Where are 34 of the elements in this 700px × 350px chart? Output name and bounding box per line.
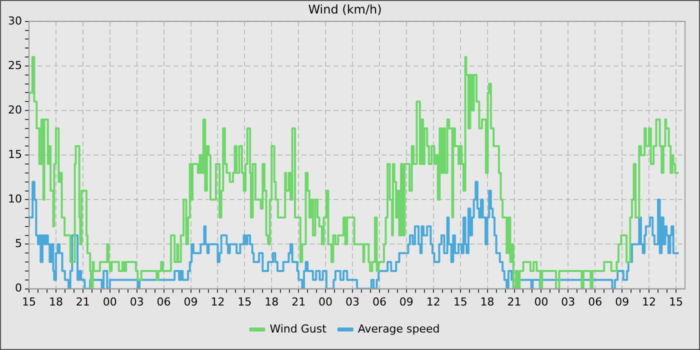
x-tick-label: 09 [615,295,630,308]
x-tick-label: 12 [426,295,440,308]
y-tick-label: 10 [8,192,22,206]
y-tick-label: 20 [8,103,22,116]
x-tick-label: 21 [507,295,522,308]
y-tick-label: 25 [8,58,22,72]
y-tick-label: 0 [14,282,22,295]
legend-label: Average speed [358,322,440,336]
x-tick-label: 18 [264,295,279,308]
x-tick-label: 09 [399,295,414,308]
x-tick-label: 12 [210,295,225,308]
x-tick-label: 03 [346,295,360,308]
x-tick-label: 15 [669,295,684,308]
x-tick-label: 03 [130,295,144,308]
x-tick-label: 18 [48,295,63,308]
x-tick-label: 09 [184,295,198,308]
x-tick-label: 21 [76,295,90,308]
y-tick-label: 30 [8,14,22,28]
x-tick-label: 12 [642,295,656,308]
legend-label: Wind Gust [270,322,328,336]
x-tick-label: 03 [561,295,576,308]
x-tick-label: 00 [534,295,548,308]
x-tick-label: 00 [102,295,117,308]
y-tick-label: 5 [14,237,22,250]
chart-title: Wind (km/h) [308,2,382,16]
x-tick-label: 15 [453,295,468,308]
x-tick-label: 21 [292,295,306,308]
y-tick-label: 15 [8,148,22,161]
x-tick-label: 06 [156,295,171,308]
x-tick-label: 15 [238,295,252,308]
x-tick-label: 06 [588,295,602,308]
x-tick-label: 00 [318,295,333,308]
x-tick-label: 06 [372,295,386,308]
x-tick-label: 18 [480,295,494,308]
